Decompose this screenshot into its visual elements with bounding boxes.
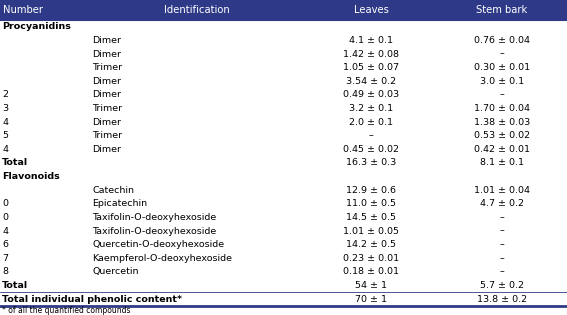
Text: 8.1 ± 0.1: 8.1 ± 0.1 xyxy=(480,158,524,168)
Text: * of all the quantified compounds: * of all the quantified compounds xyxy=(2,306,131,315)
Text: 3.2 ± 0.1: 3.2 ± 0.1 xyxy=(349,104,393,113)
Text: Dimer: Dimer xyxy=(92,145,121,154)
Text: Quercetin-O-deoxyhexoside: Quercetin-O-deoxyhexoside xyxy=(92,240,225,249)
Text: Taxifolin-O-deoxyhexoside: Taxifolin-O-deoxyhexoside xyxy=(92,213,217,222)
Text: Procyanidins: Procyanidins xyxy=(2,22,71,31)
Text: Trimer: Trimer xyxy=(92,63,122,72)
Text: Kaempferol-O-deoxyhexoside: Kaempferol-O-deoxyhexoside xyxy=(92,254,232,263)
Text: 4: 4 xyxy=(2,226,9,236)
Text: 5: 5 xyxy=(2,131,9,140)
Text: Dimer: Dimer xyxy=(92,77,121,86)
Text: 0.49 ± 0.03: 0.49 ± 0.03 xyxy=(344,90,399,100)
Text: 14.2 ± 0.5: 14.2 ± 0.5 xyxy=(346,240,396,249)
Text: 0.23 ± 0.01: 0.23 ± 0.01 xyxy=(344,254,399,263)
Text: 0.42 ± 0.01: 0.42 ± 0.01 xyxy=(474,145,530,154)
Text: Stem bark: Stem bark xyxy=(476,5,527,15)
Text: 3: 3 xyxy=(2,104,9,113)
Text: Dimer: Dimer xyxy=(92,49,121,59)
Text: Flavonoids: Flavonoids xyxy=(2,172,60,181)
Text: 1.01 ± 0.05: 1.01 ± 0.05 xyxy=(344,226,399,236)
Text: 2.0 ± 0.1: 2.0 ± 0.1 xyxy=(349,117,393,127)
Text: 16.3 ± 0.3: 16.3 ± 0.3 xyxy=(346,158,396,168)
Text: 3.0 ± 0.1: 3.0 ± 0.1 xyxy=(480,77,524,86)
Text: 1.42 ± 0.08: 1.42 ± 0.08 xyxy=(344,49,399,59)
Text: 0.18 ± 0.01: 0.18 ± 0.01 xyxy=(344,267,399,277)
Text: Total: Total xyxy=(2,281,28,290)
Text: Trimer: Trimer xyxy=(92,104,122,113)
Text: 4.1 ± 0.1: 4.1 ± 0.1 xyxy=(349,36,393,45)
Text: 12.9 ± 0.6: 12.9 ± 0.6 xyxy=(346,186,396,195)
Text: Dimer: Dimer xyxy=(92,36,121,45)
Text: 7: 7 xyxy=(2,254,9,263)
Text: 0.45 ± 0.02: 0.45 ± 0.02 xyxy=(344,145,399,154)
Text: 11.0 ± 0.5: 11.0 ± 0.5 xyxy=(346,199,396,208)
Text: 4: 4 xyxy=(2,145,9,154)
Text: 8: 8 xyxy=(2,267,9,277)
Text: 70 ± 1: 70 ± 1 xyxy=(356,295,387,304)
Text: 0.53 ± 0.02: 0.53 ± 0.02 xyxy=(474,131,530,140)
Text: Identification: Identification xyxy=(164,5,230,15)
Text: Epicatechin: Epicatechin xyxy=(92,199,147,208)
Text: Total individual phenolic content*: Total individual phenolic content* xyxy=(2,295,182,304)
Text: Dimer: Dimer xyxy=(92,117,121,127)
Text: 0: 0 xyxy=(2,213,9,222)
Text: 13.8 ± 0.2: 13.8 ± 0.2 xyxy=(477,295,527,304)
Text: –: – xyxy=(500,254,504,263)
Text: 5.7 ± 0.2: 5.7 ± 0.2 xyxy=(480,281,524,290)
Text: 1.05 ± 0.07: 1.05 ± 0.07 xyxy=(344,63,399,72)
Text: Leaves: Leaves xyxy=(354,5,389,15)
Text: Dimer: Dimer xyxy=(92,90,121,100)
Text: Taxifolin-O-deoxyhexoside: Taxifolin-O-deoxyhexoside xyxy=(92,226,217,236)
Text: 54 ± 1: 54 ± 1 xyxy=(356,281,387,290)
Text: 3.54 ± 0.2: 3.54 ± 0.2 xyxy=(346,77,396,86)
Text: –: – xyxy=(500,213,504,222)
Text: 0.30 ± 0.01: 0.30 ± 0.01 xyxy=(474,63,530,72)
Text: 4: 4 xyxy=(2,117,9,127)
Text: 0: 0 xyxy=(2,199,9,208)
Text: –: – xyxy=(369,131,374,140)
Text: –: – xyxy=(500,267,504,277)
Text: 1.38 ± 0.03: 1.38 ± 0.03 xyxy=(473,117,530,127)
Text: Catechin: Catechin xyxy=(92,186,134,195)
Text: 0.76 ± 0.04: 0.76 ± 0.04 xyxy=(474,36,530,45)
Text: 2: 2 xyxy=(2,90,9,100)
Text: Number: Number xyxy=(3,5,43,15)
Text: Total: Total xyxy=(2,158,28,168)
Text: 1.70 ± 0.04: 1.70 ± 0.04 xyxy=(474,104,530,113)
Bar xyxy=(0,0,567,20)
Text: –: – xyxy=(500,90,504,100)
Text: Quercetin: Quercetin xyxy=(92,267,139,277)
Text: 4.7 ± 0.2: 4.7 ± 0.2 xyxy=(480,199,524,208)
Text: 1.01 ± 0.04: 1.01 ± 0.04 xyxy=(474,186,530,195)
Text: –: – xyxy=(500,49,504,59)
Text: 6: 6 xyxy=(2,240,9,249)
Text: –: – xyxy=(500,240,504,249)
Text: Trimer: Trimer xyxy=(92,131,122,140)
Text: –: – xyxy=(500,226,504,236)
Text: 14.5 ± 0.5: 14.5 ± 0.5 xyxy=(346,213,396,222)
